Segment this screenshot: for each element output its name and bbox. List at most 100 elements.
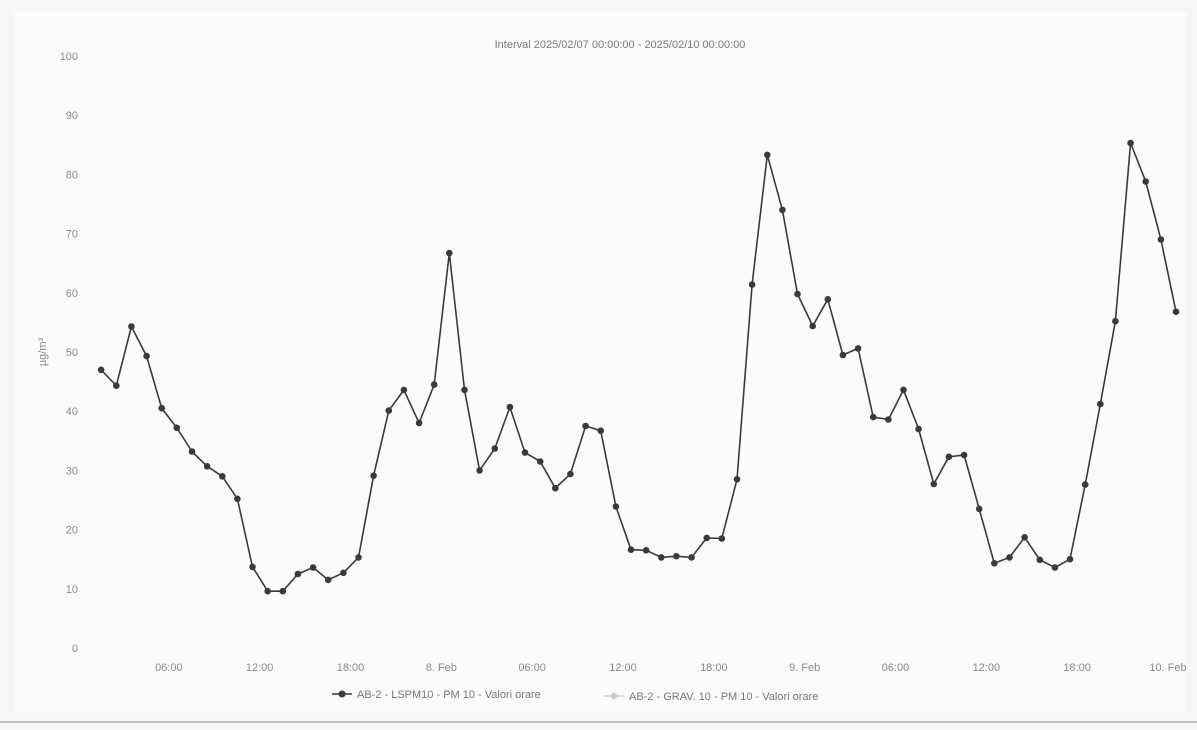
data-point[interactable]: 44.3 — [113, 382, 120, 390]
data-point[interactable]: 16.5 — [642, 547, 650, 554]
data-point[interactable]: 23.5 — [975, 505, 983, 513]
data-point[interactable]: 43.6 — [900, 386, 907, 394]
data-point[interactable]: 43.6 — [461, 386, 468, 394]
y-tick-label: 10 — [66, 584, 78, 596]
data-point[interactable]: 37.5 — [582, 422, 589, 430]
data-point[interactable]: 36.7 — [597, 427, 604, 435]
data-point[interactable]: 61.4 — [748, 281, 756, 288]
data-point[interactable]: 18.6 — [703, 534, 710, 542]
x-tick-label: 06:00 — [155, 662, 183, 674]
data-point[interactable]: 43.6 — [400, 386, 408, 394]
data-point[interactable]: 12.5 — [294, 570, 302, 578]
legend[interactable]: AB-2 - LSPM10 - PM 10 - Valori orare AB-… — [332, 689, 818, 703]
y-tick-label: 40 — [66, 406, 78, 418]
data-point[interactable]: 32.6 — [960, 451, 968, 459]
y-tick-labels: 0 10 20 30 40 50 60 70 80 90 100 — [60, 51, 78, 655]
data-point[interactable]: 9.6 — [264, 587, 272, 595]
data-point[interactable]: 78.8 — [1142, 178, 1149, 185]
data-point[interactable]: 18.5 — [718, 535, 726, 542]
data-point[interactable]: 38 — [415, 419, 423, 427]
data-point[interactable]: 29.4 — [567, 470, 574, 478]
data-point[interactable]: 23.9 — [612, 503, 620, 510]
data-point[interactable]: 37 — [915, 425, 922, 433]
legend-marker-series-2 — [610, 692, 618, 700]
data-point[interactable]: 66.7 — [446, 249, 453, 257]
data-point[interactable]: 11.5 — [324, 576, 332, 584]
data-point[interactable]: 28.5 — [733, 476, 741, 483]
data-point[interactable]: 15.5 — [673, 552, 680, 560]
data-point[interactable]: 31.5 — [536, 458, 544, 465]
data-point[interactable]: 49.5 — [839, 351, 847, 359]
y-tick-label: 90 — [66, 110, 78, 122]
data-point[interactable]: 30 — [476, 467, 483, 474]
data-point[interactable]: 41.2 — [1097, 400, 1104, 408]
data-point[interactable]: 33.7 — [491, 445, 499, 452]
x-tick-label: 18:00 — [1063, 662, 1091, 674]
legend-item-series-2[interactable]: AB-2 - GRAV. 10 - PM 10 - Valori orare — [604, 691, 818, 703]
data-point[interactable]: 32.3 — [945, 453, 953, 461]
data-point[interactable]: 40.1 — [385, 407, 393, 414]
x-tick-label: 10. Feb — [1149, 662, 1186, 674]
data-point[interactable]: 12.7 — [340, 569, 347, 577]
data-point[interactable]: 16.6 — [627, 546, 635, 553]
data-point[interactable]: 40.5 — [158, 404, 165, 412]
data-point[interactable]: 58.9 — [824, 296, 832, 303]
data-point[interactable]: 37.2 — [173, 424, 181, 432]
data-point[interactable]: 25.2 — [234, 495, 241, 503]
y-tick-label: 0 — [72, 643, 78, 655]
legend-marker-series-1 — [338, 690, 346, 698]
legend-label-series-2: AB-2 - GRAV. 10 - PM 10 - Valori orare — [629, 691, 818, 703]
data-point[interactable]: 47 — [97, 366, 105, 374]
legend-item-series-1[interactable]: AB-2 - LSPM10 - PM 10 - Valori orare — [332, 689, 541, 701]
y-tick-label: 20 — [66, 525, 78, 537]
y-axis-label: µg/m³ — [37, 337, 49, 366]
data-point[interactable]: 13.6 — [1051, 564, 1059, 571]
chart-title: Interval 2025/02/07 00:00:00 - 2025/02/1… — [495, 39, 746, 51]
data-point[interactable]: 15.3 — [355, 554, 362, 561]
data-point[interactable]: 14.3 — [991, 560, 998, 567]
data-point[interactable]: 50.6 — [854, 345, 862, 352]
data-point[interactable]: 14.9 — [1036, 556, 1044, 564]
x-tick-label: 12:00 — [246, 662, 274, 674]
data-point[interactable]: 15 — [1066, 555, 1074, 563]
data-point[interactable]: 44.5 — [430, 381, 438, 388]
data-point[interactable]: 27 — [552, 484, 559, 492]
data-point[interactable]: 27.6 — [1081, 481, 1089, 488]
data-point[interactable]: 55.2 — [1112, 317, 1119, 325]
data-point[interactable]: 15.3 — [1006, 554, 1013, 561]
data-point[interactable]: 59.8 — [794, 290, 801, 298]
y-tick-label: 30 — [66, 465, 78, 477]
x-tick-label: 12:00 — [973, 662, 1001, 674]
data-point[interactable]: 83.3 — [764, 151, 771, 159]
data-point[interactable]: 9.6 — [279, 587, 287, 595]
data-point[interactable]: 30.7 — [203, 463, 211, 470]
legend-label-series-1: AB-2 - LSPM10 - PM 10 - Valori orare — [357, 689, 541, 701]
data-point[interactable]: 29 — [219, 473, 226, 480]
data-point[interactable]: 38.6 — [885, 416, 892, 423]
data-point[interactable]: 27.7 — [930, 480, 938, 488]
series-layer: 47 44.3 54.3 49.3 40.5 37.2 33.2 30.7 29 25.2 13.7… — [97, 139, 1180, 595]
data-point[interactable]: 33.2 — [188, 448, 196, 455]
y-tick-label: 70 — [66, 229, 78, 241]
x-tick-label: 12:00 — [609, 662, 637, 674]
data-point[interactable]: 40.7 — [506, 403, 514, 411]
data-point[interactable]: 18.7 — [1021, 534, 1028, 541]
data-point[interactable]: 15.3 — [688, 554, 695, 561]
data-point[interactable]: 69 — [1157, 236, 1165, 243]
data-point[interactable]: 15.3 — [658, 554, 665, 561]
data-point[interactable]: 74 — [779, 206, 786, 214]
data-point[interactable]: 85.3 — [1127, 139, 1134, 147]
y-tick-label: 100 — [60, 51, 78, 63]
x-tick-label: 9. Feb — [789, 662, 820, 674]
data-point[interactable]: 54.3 — [128, 323, 135, 330]
x-tick-label: 8. Feb — [426, 662, 457, 674]
data-point[interactable]: 29.1 — [370, 472, 377, 480]
data-point[interactable]: 13.7 — [249, 563, 256, 571]
data-point[interactable]: 54.4 — [809, 322, 816, 330]
data-point[interactable]: 39 — [869, 413, 877, 421]
data-point[interactable]: 49.3 — [143, 352, 150, 360]
data-point[interactable]: 56.8 — [1172, 308, 1180, 316]
data-point[interactable]: 33 — [521, 449, 529, 456]
data-point[interactable]: 13.6 — [309, 564, 317, 571]
